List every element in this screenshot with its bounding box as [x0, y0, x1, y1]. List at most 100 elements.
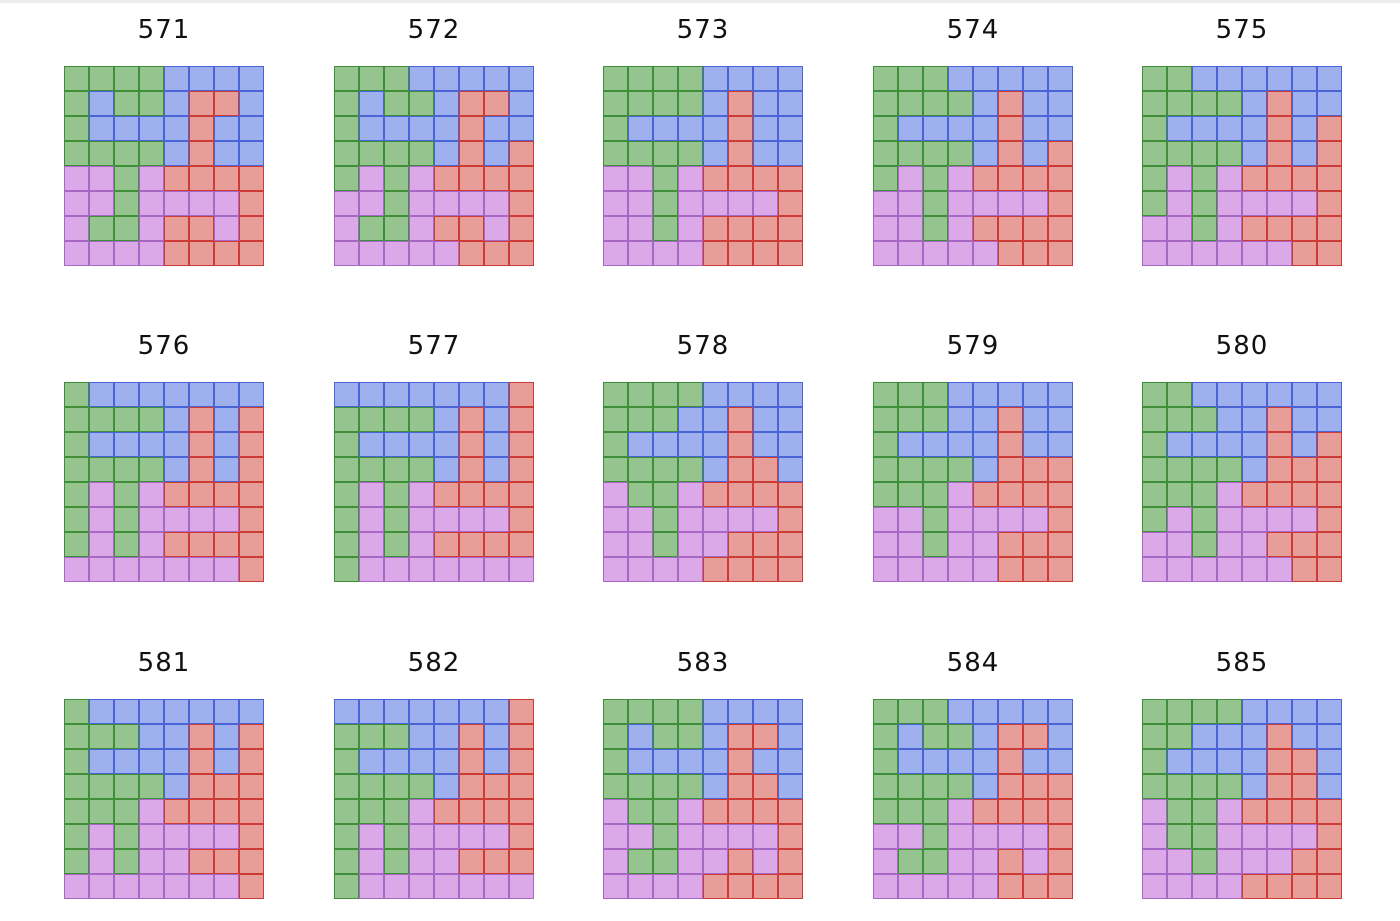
- grid-cell: [778, 166, 803, 191]
- grid-cell: [239, 849, 264, 874]
- grid-cell: [359, 141, 384, 166]
- grid-cell: [114, 532, 139, 557]
- puzzle-panel: 577: [334, 331, 534, 582]
- grid-cell: [164, 216, 189, 241]
- grid-cell: [114, 874, 139, 899]
- grid-cell: [509, 241, 534, 266]
- grid-cell: [898, 507, 923, 532]
- grid-cell: [923, 557, 948, 582]
- grid-cell: [1192, 824, 1217, 849]
- grid-cell: [1167, 241, 1192, 266]
- grid-cell: [728, 66, 753, 91]
- grid-cell: [898, 141, 923, 166]
- grid-cell: [603, 557, 628, 582]
- grid-cell: [973, 482, 998, 507]
- grid-cell: [1292, 482, 1317, 507]
- tile-grid: [64, 699, 264, 899]
- grid-cell: [509, 482, 534, 507]
- grid-cell: [139, 241, 164, 266]
- grid-cell: [509, 774, 534, 799]
- grid-cell: [1217, 216, 1242, 241]
- grid-cell: [164, 382, 189, 407]
- grid-cell: [923, 382, 948, 407]
- grid-cell: [1192, 482, 1217, 507]
- grid-cell: [1292, 141, 1317, 166]
- grid-cell: [1192, 532, 1217, 557]
- grid-cell: [778, 532, 803, 557]
- grid-cell: [1292, 241, 1317, 266]
- grid-cell: [898, 457, 923, 482]
- grid-cell: [873, 557, 898, 582]
- grid-cell: [359, 699, 384, 724]
- grid-cell: [898, 407, 923, 432]
- grid-cell: [948, 432, 973, 457]
- tile-grid: [603, 699, 803, 899]
- tile-grid: [873, 699, 1073, 899]
- grid-cell: [89, 66, 114, 91]
- grid-cell: [603, 116, 628, 141]
- grid-cell: [653, 66, 678, 91]
- grid-cell: [334, 482, 359, 507]
- grid-cell: [1217, 824, 1242, 849]
- grid-cell: [1167, 799, 1192, 824]
- grid-cell: [164, 91, 189, 116]
- grid-cell: [1267, 141, 1292, 166]
- grid-cell: [973, 191, 998, 216]
- panel-title: 581: [137, 648, 191, 678]
- grid-cell: [653, 216, 678, 241]
- grid-cell: [164, 749, 189, 774]
- grid-cell: [703, 482, 728, 507]
- grid-cell: [973, 699, 998, 724]
- grid-cell: [1292, 799, 1317, 824]
- grid-cell: [334, 532, 359, 557]
- grid-cell: [409, 66, 434, 91]
- grid-cell: [1023, 724, 1048, 749]
- grid-cell: [484, 432, 509, 457]
- grid-cell: [384, 191, 409, 216]
- grid-cell: [1267, 724, 1292, 749]
- grid-cell: [239, 116, 264, 141]
- grid-cell: [1142, 407, 1167, 432]
- grid-cell: [628, 824, 653, 849]
- grid-cell: [334, 774, 359, 799]
- grid-cell: [998, 382, 1023, 407]
- puzzle-panel: 571: [64, 15, 264, 266]
- grid-cell: [64, 557, 89, 582]
- grid-cell: [139, 799, 164, 824]
- grid-cell: [753, 216, 778, 241]
- grid-cell: [1292, 91, 1317, 116]
- grid-cell: [653, 557, 678, 582]
- grid-cell: [1048, 557, 1073, 582]
- grid-cell: [459, 216, 484, 241]
- grid-cell: [998, 116, 1023, 141]
- grid-cell: [873, 824, 898, 849]
- grid-cell: [678, 432, 703, 457]
- grid-cell: [64, 241, 89, 266]
- grid-cell: [728, 849, 753, 874]
- grid-cell: [898, 191, 923, 216]
- grid-cell: [1142, 191, 1167, 216]
- grid-cell: [139, 66, 164, 91]
- grid-cell: [728, 407, 753, 432]
- grid-cell: [434, 382, 459, 407]
- grid-cell: [409, 166, 434, 191]
- grid-cell: [459, 482, 484, 507]
- grid-cell: [459, 166, 484, 191]
- grid-cell: [1317, 774, 1342, 799]
- grid-cell: [973, 382, 998, 407]
- grid-cell: [703, 382, 728, 407]
- grid-cell: [484, 191, 509, 216]
- grid-cell: [1267, 66, 1292, 91]
- grid-cell: [434, 66, 459, 91]
- grid-cell: [973, 407, 998, 432]
- grid-cell: [459, 116, 484, 141]
- grid-cell: [948, 382, 973, 407]
- grid-cell: [653, 116, 678, 141]
- grid-cell: [1048, 66, 1073, 91]
- grid-cell: [1192, 557, 1217, 582]
- grid-cell: [678, 482, 703, 507]
- grid-cell: [873, 116, 898, 141]
- grid-cell: [628, 66, 653, 91]
- grid-cell: [1167, 749, 1192, 774]
- grid-cell: [778, 66, 803, 91]
